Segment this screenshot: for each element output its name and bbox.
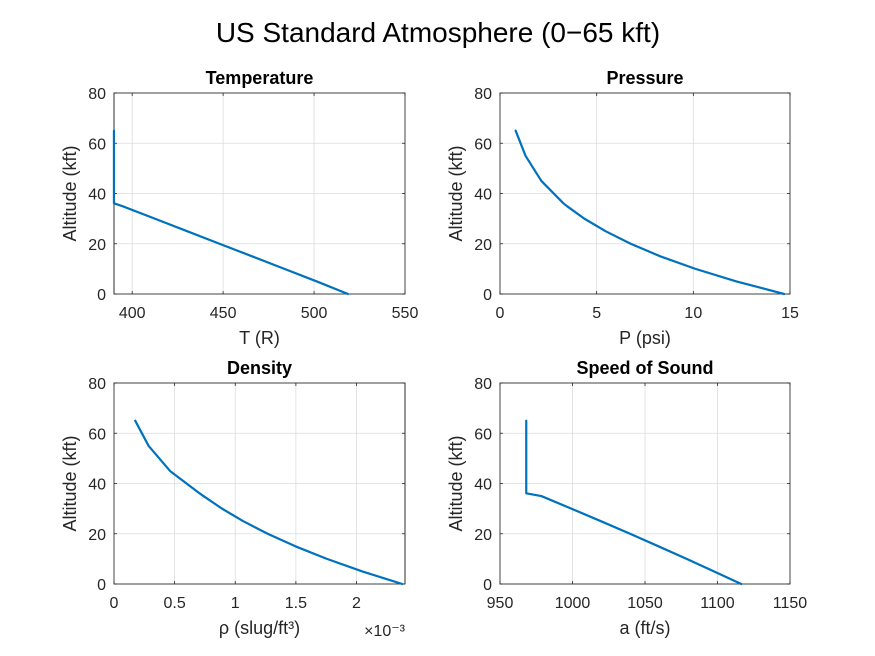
y-tick-label: 0 — [483, 577, 492, 594]
x-axis-label: T (R) — [239, 328, 280, 348]
x-tick-label: 0 — [110, 595, 119, 612]
y-tick-label: 80 — [474, 86, 492, 103]
x-tick-label: 450 — [210, 305, 237, 322]
subplot-title: Temperature — [206, 68, 314, 88]
y-tick-label: 80 — [474, 376, 492, 393]
series-line-0 — [525, 419, 743, 586]
y-tick-label: 80 — [88, 86, 106, 103]
y-tick-label: 20 — [474, 237, 492, 254]
y-tick-label: 20 — [88, 527, 106, 544]
y-tick-label: 60 — [88, 426, 106, 443]
y-tick-label: 40 — [88, 477, 106, 494]
y-tick-label: 40 — [474, 477, 492, 494]
y-tick-label: 60 — [474, 426, 492, 443]
y-axis-label: Altitude (kft) — [60, 435, 80, 531]
x-tick-label: 1.5 — [285, 595, 307, 612]
x-tick-label: 10 — [684, 305, 702, 322]
subplot-0: 400 450 500 550 0 20 40 60 80 Temperature T (R) Alt… — [60, 68, 418, 348]
subplot-title: Speed of Sound — [577, 358, 714, 378]
x-tick-label: 0.5 — [164, 595, 186, 612]
y-tick-label: 40 — [474, 187, 492, 204]
figure-title: US Standard Atmosphere (0−65 kft) — [216, 17, 660, 48]
subplot-1: 0 5 10 15 0 20 40 60 80 Pressure P (psi) Altitude (… — [446, 68, 799, 348]
y-axis-label: Altitude (kft) — [60, 145, 80, 241]
x-tick-label: 5 — [592, 305, 601, 322]
y-tick-label: 20 — [88, 237, 106, 254]
x-tick-label: 400 — [119, 305, 146, 322]
y-tick-label: 60 — [88, 136, 106, 153]
subplot-title: Pressure — [606, 68, 683, 88]
y-tick-label: 80 — [88, 376, 106, 393]
subplot-3: 950 1000 1050 1100 1150 0 20 40 60 80 Speed of Sou… — [446, 358, 807, 638]
y-tick-label: 20 — [474, 527, 492, 544]
x-axis-label: a (ft/s) — [619, 618, 670, 638]
x-tick-label: 1000 — [555, 595, 591, 612]
subplot-title: Density — [227, 358, 292, 378]
y-tick-label: 0 — [483, 287, 492, 304]
x-tick-label: 0 — [496, 305, 505, 322]
x-tick-label: 1050 — [627, 595, 663, 612]
y-axis-label: Altitude (kft) — [446, 145, 466, 241]
x-tick-label: 950 — [487, 595, 514, 612]
series-line-0 — [134, 419, 404, 586]
x-tick-label: 1 — [231, 595, 240, 612]
y-axis-label: Altitude (kft) — [446, 435, 466, 531]
y-tick-label: 0 — [97, 287, 106, 304]
x-tick-label: 500 — [301, 305, 328, 322]
x-axis-label: P (psi) — [619, 328, 671, 348]
x-exponent-label: ×10⁻³ — [364, 623, 406, 640]
series-line-0 — [514, 129, 786, 296]
x-tick-label: 15 — [781, 305, 799, 322]
y-tick-label: 40 — [88, 187, 106, 204]
series-line-0 — [112, 129, 350, 296]
x-tick-label: 1100 — [700, 595, 735, 612]
y-tick-label: 0 — [97, 577, 106, 594]
y-tick-label: 60 — [474, 136, 492, 153]
x-tick-label: 1150 — [773, 595, 808, 612]
x-tick-label: 550 — [392, 305, 419, 322]
x-tick-label: 2 — [352, 595, 361, 612]
x-axis-label: ρ (slug/ft³) — [219, 618, 300, 638]
